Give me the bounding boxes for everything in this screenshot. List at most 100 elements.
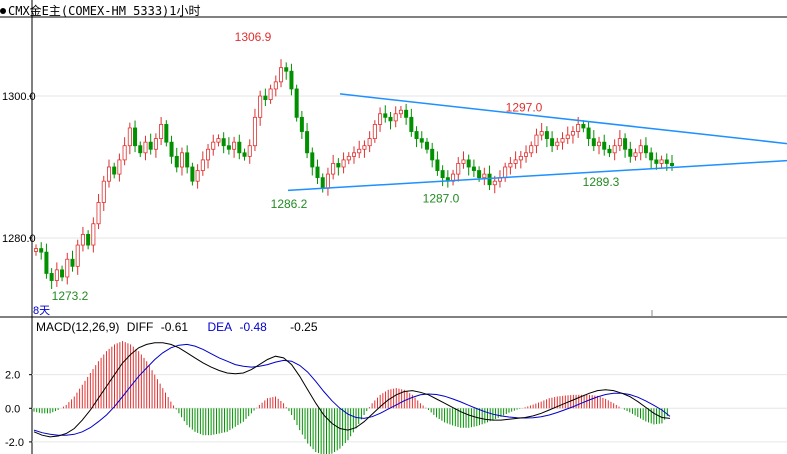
candle-body bbox=[112, 166, 117, 175]
candle-body bbox=[602, 141, 607, 150]
candle-body bbox=[153, 138, 158, 150]
candle-body bbox=[242, 152, 247, 157]
candle-body bbox=[195, 170, 200, 182]
chart-title-bar: CMX金E主(COMEX-HM 5333)1小时 bbox=[0, 2, 201, 19]
candle-body bbox=[430, 148, 435, 161]
candle-body bbox=[513, 159, 518, 164]
macd-dea-line bbox=[33, 343, 671, 436]
candle-body bbox=[544, 131, 549, 140]
price-annotation: 1286.2 bbox=[271, 197, 308, 211]
candle-body bbox=[393, 113, 398, 122]
candle-body bbox=[570, 131, 575, 136]
candle-body bbox=[148, 141, 153, 150]
candle-body bbox=[461, 159, 466, 164]
candle-body bbox=[143, 141, 148, 154]
candle-body bbox=[638, 145, 643, 154]
candle-body bbox=[346, 155, 351, 161]
candle-body bbox=[237, 141, 242, 154]
candle-body bbox=[232, 141, 237, 150]
candle-body bbox=[492, 180, 497, 186]
candle-body bbox=[357, 148, 362, 154]
macd-header: MACD(12,26,9) DIFF -0.61 DEA -0.48 -0.25 bbox=[36, 320, 322, 334]
candle-body bbox=[252, 116, 257, 147]
macd-tick-label: 0.0 bbox=[5, 403, 20, 415]
candle-body bbox=[550, 138, 555, 147]
candle-body bbox=[378, 113, 383, 125]
candle-body bbox=[555, 141, 560, 147]
candle-body bbox=[424, 141, 429, 150]
candle-body bbox=[96, 202, 101, 225]
candle-body bbox=[138, 145, 143, 154]
candle-body bbox=[216, 138, 221, 143]
candle-body bbox=[477, 170, 482, 179]
candle-body bbox=[75, 244, 80, 267]
macd-label: MACD(12,26,9) bbox=[36, 320, 120, 334]
macd-histogram-value: -0.25 bbox=[290, 320, 318, 334]
candle-body bbox=[524, 152, 529, 157]
candle-body bbox=[44, 251, 49, 274]
candle-body bbox=[325, 173, 330, 189]
candle-body bbox=[310, 152, 315, 168]
candle-body bbox=[122, 145, 127, 161]
candle-body bbox=[351, 152, 356, 157]
candle-body bbox=[435, 159, 440, 171]
candle-body bbox=[315, 166, 320, 179]
candle-body bbox=[456, 163, 461, 175]
candle-body bbox=[127, 127, 132, 147]
candle-body bbox=[294, 88, 299, 118]
candle-body bbox=[299, 116, 304, 132]
candle-body bbox=[60, 269, 65, 278]
candle-body bbox=[164, 124, 169, 143]
candle-body bbox=[179, 152, 184, 168]
price-annotation: 1306.9 bbox=[235, 30, 272, 44]
macd-tick-label: -2.0 bbox=[5, 437, 24, 449]
candle-body bbox=[565, 134, 570, 140]
candle-body bbox=[70, 258, 75, 267]
candle-body bbox=[586, 127, 591, 140]
upper-trendline bbox=[339, 93, 787, 145]
candle-body bbox=[305, 131, 310, 154]
candle-body bbox=[404, 109, 409, 118]
candle-body bbox=[633, 152, 638, 157]
candle-body bbox=[383, 113, 388, 118]
candle-body bbox=[409, 116, 414, 132]
candle-body bbox=[440, 170, 445, 179]
candle-body bbox=[560, 138, 565, 143]
lower-trendline bbox=[287, 159, 787, 192]
candle-body bbox=[279, 67, 284, 83]
macd-tick-label: 2.0 bbox=[5, 370, 20, 382]
candle-body bbox=[247, 145, 252, 157]
candle-body bbox=[331, 163, 336, 175]
candle-body bbox=[206, 148, 211, 161]
candle-body bbox=[263, 95, 268, 100]
candle-body bbox=[503, 166, 508, 179]
price-annotation: 1289.3 bbox=[583, 175, 620, 189]
candle-body bbox=[221, 138, 226, 147]
price-annotation: 1287.0 bbox=[423, 191, 460, 205]
chart-title: CMX金E主(COMEX-HM 5333)1小时 bbox=[8, 4, 201, 18]
candle-body bbox=[117, 159, 122, 175]
price-annotation: 1273.2 bbox=[52, 289, 89, 303]
candle-body bbox=[54, 269, 59, 281]
candle-body bbox=[273, 81, 278, 90]
bullet-icon bbox=[0, 8, 6, 14]
candle-body bbox=[591, 138, 596, 147]
candle-body bbox=[649, 152, 654, 161]
candle-body bbox=[529, 145, 534, 154]
candle-body bbox=[211, 141, 216, 150]
candle-body bbox=[226, 145, 231, 150]
candle-body bbox=[623, 138, 628, 150]
candle-body bbox=[185, 152, 190, 168]
candle-body bbox=[388, 116, 393, 122]
candle-body bbox=[169, 141, 174, 157]
candle-body bbox=[362, 145, 367, 150]
candle-body bbox=[101, 180, 106, 203]
candle-body bbox=[597, 141, 602, 147]
macd-diff-value: -0.61 bbox=[160, 320, 189, 334]
candle-body bbox=[487, 173, 492, 186]
candle-body bbox=[581, 124, 586, 129]
candle-body bbox=[419, 138, 424, 143]
candle-body bbox=[659, 159, 664, 164]
candle-body bbox=[607, 148, 612, 154]
